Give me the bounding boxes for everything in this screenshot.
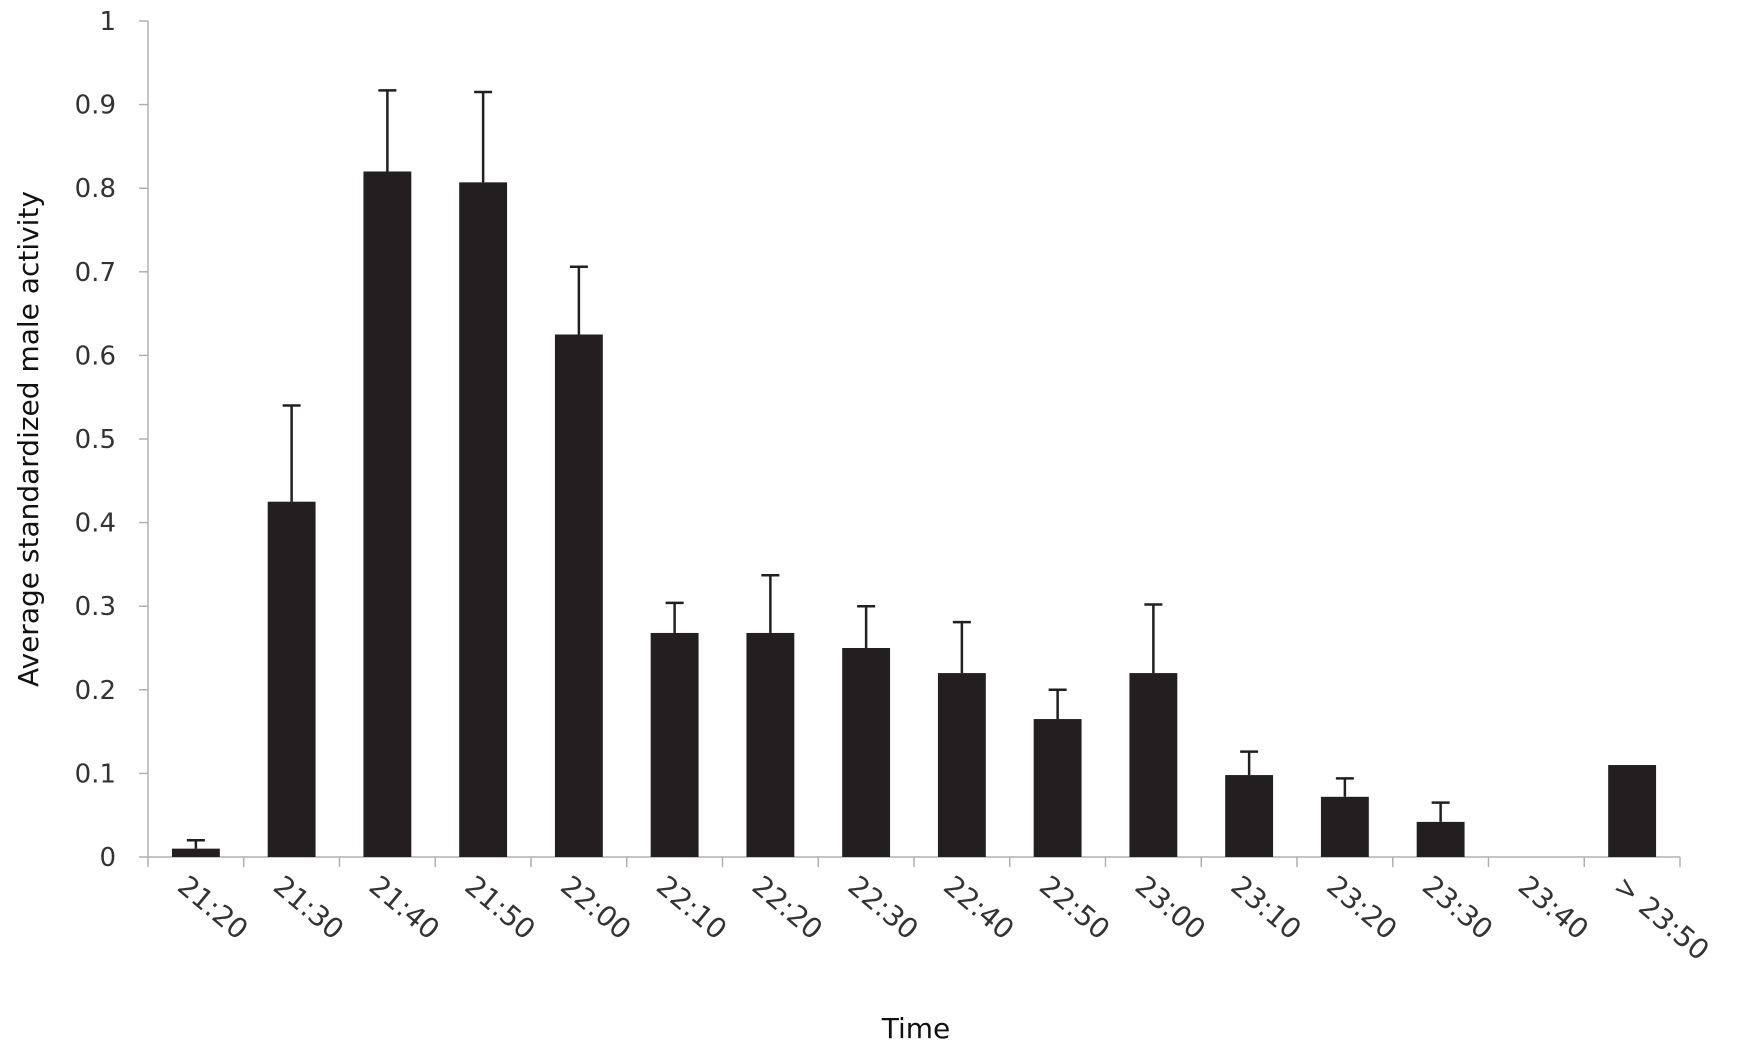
- bar: [1416, 821, 1465, 857]
- x-axis-title: Time: [881, 1012, 951, 1045]
- bar: [650, 632, 699, 857]
- y-tick-label: 0.5: [75, 425, 116, 455]
- y-axis-title: Average standardized male activity: [12, 191, 45, 687]
- bar: [1320, 796, 1369, 857]
- x-tick-label: 23:20: [1320, 869, 1403, 946]
- x-tick-label: 23:30: [1416, 869, 1499, 946]
- x-tick-label: 21:30: [267, 869, 350, 946]
- x-tick-label: 22:00: [554, 869, 637, 946]
- x-tick-label: 21:40: [363, 869, 446, 946]
- bar: [171, 848, 220, 857]
- x-tick-label: 22:30: [842, 869, 925, 946]
- error-bars: [186, 89, 1450, 849]
- y-tick-label: 0.4: [75, 509, 116, 539]
- bar: [1608, 765, 1657, 857]
- y-tick-label: 0.3: [75, 592, 116, 622]
- bar: [267, 501, 316, 857]
- bar: [554, 334, 603, 857]
- x-tick-label: 21:50: [459, 869, 542, 946]
- y-tick-label: 0.7: [75, 258, 116, 288]
- x-tick-label: > 23:50: [1608, 869, 1716, 967]
- x-tick-label: 23:10: [1225, 869, 1308, 946]
- bar: [842, 648, 891, 857]
- x-tick-label: 22:50: [1033, 869, 1116, 946]
- y-tick-label: 0.9: [75, 91, 116, 121]
- x-tick-label: 22:10: [650, 869, 733, 946]
- x-tick-label: 23:00: [1129, 869, 1212, 946]
- x-ticks: 21:20 21:30 21:40 21:50 22:00 22:10 22:20 22:30…: [147, 857, 1716, 967]
- bar: [1129, 673, 1178, 857]
- x-tick-label: 23:40: [1512, 869, 1595, 946]
- y-tick-label: 0: [99, 843, 116, 873]
- bar: [1225, 775, 1274, 857]
- bars: [171, 171, 1657, 858]
- bar: [746, 632, 795, 857]
- y-tick-label: 0.6: [75, 341, 116, 371]
- x-tick-label: 22:40: [937, 869, 1020, 946]
- y-tick-label: 0.8: [75, 174, 116, 204]
- y-ticks: 0 0.1 0.2 0.3 0.4 0.5 0.6 0.7 0.8 0.9 1: [75, 7, 148, 873]
- bar: [1033, 719, 1082, 857]
- bar: [363, 171, 412, 858]
- y-tick-label: 1: [99, 7, 116, 37]
- x-tick-label: 22:20: [746, 869, 829, 946]
- bar: [459, 182, 508, 857]
- x-tick-label: 21:20: [171, 869, 254, 946]
- bar: [937, 673, 986, 857]
- y-tick-label: 0.2: [75, 676, 116, 706]
- y-tick-label: 0.1: [75, 759, 116, 789]
